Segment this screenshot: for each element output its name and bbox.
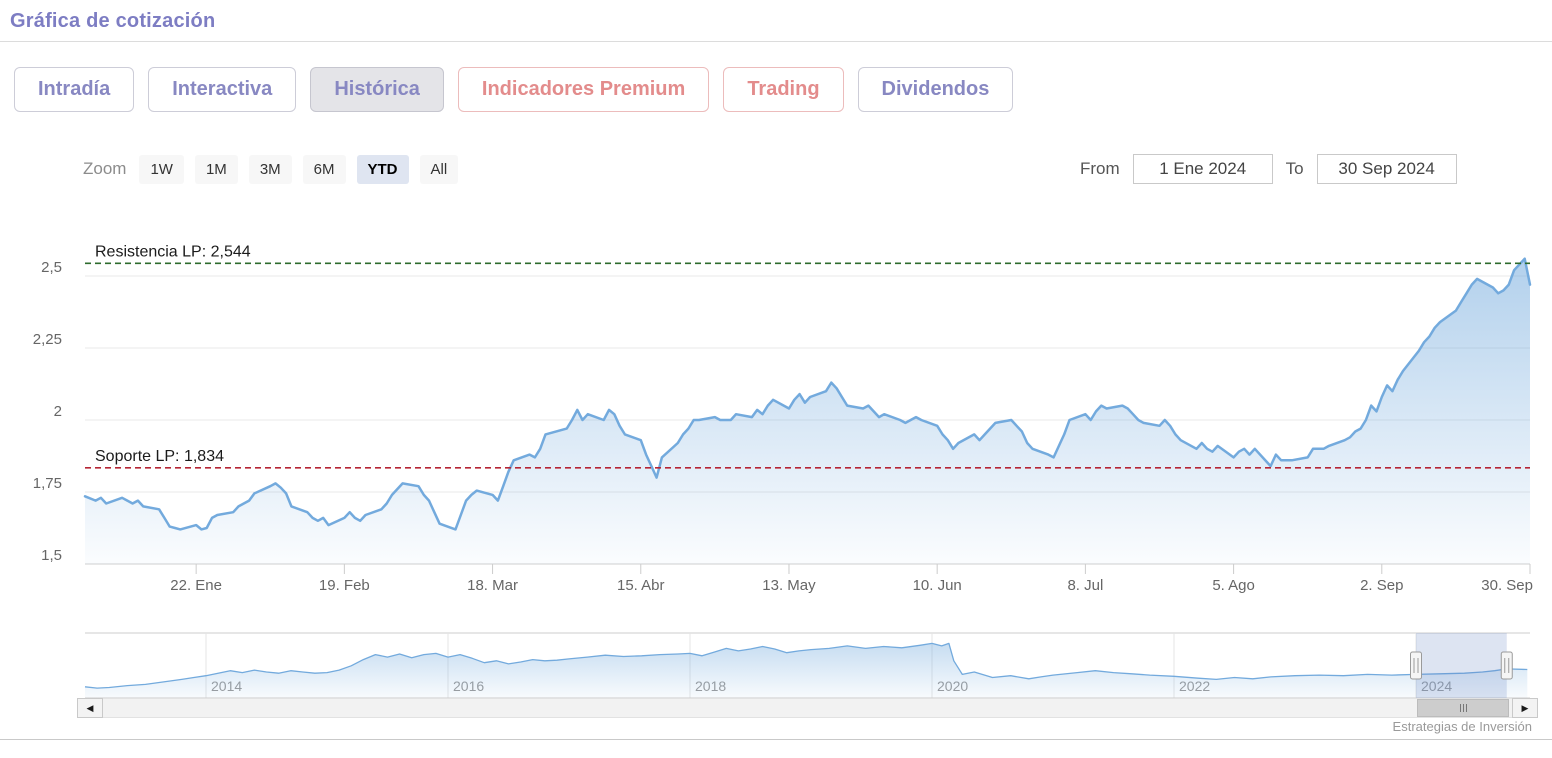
x-axis-label: 5. Ago xyxy=(1212,577,1255,594)
series-area xyxy=(85,258,1530,564)
zoom-label: Zoom xyxy=(83,159,127,178)
x-axis-label: 18. Mar xyxy=(467,577,518,594)
to-label: To xyxy=(1285,159,1304,178)
x-axis-label: 13. May xyxy=(762,577,816,594)
y-axis-label: 1,75 xyxy=(33,475,62,492)
navigator-scrollbar: ◀ ▶ xyxy=(77,698,1538,718)
to-date-input[interactable] xyxy=(1316,154,1457,184)
y-axis-label: 2 xyxy=(54,403,62,420)
support-label: Soporte LP: 1,834 xyxy=(95,448,224,465)
x-axis-label: 8. Jul xyxy=(1067,577,1103,594)
navigator-handle-right[interactable] xyxy=(1500,651,1513,680)
zoom-button-1w[interactable]: 1W xyxy=(139,154,184,184)
from-label: From xyxy=(1080,159,1120,178)
title-divider xyxy=(0,41,1552,42)
tab-interactiva[interactable]: Interactiva xyxy=(148,67,297,112)
x-axis-label: 2. Sep xyxy=(1360,577,1403,594)
range-selector: Zoom 1W 1M 3M 6M YTD All xyxy=(83,153,459,185)
y-axis-label: 2,5 xyxy=(41,259,62,276)
x-axis-label: 10. Jun xyxy=(913,577,962,594)
chart-mode-tabs: Intradía Interactiva Histórica Indicador… xyxy=(14,67,1014,112)
from-date-input[interactable] xyxy=(1132,154,1273,184)
navigator-selected-range[interactable] xyxy=(1416,633,1507,698)
zoom-button-3m[interactable]: 3M xyxy=(248,154,292,184)
chart-credits: Estrategias de Inversión xyxy=(1392,719,1532,734)
zoom-button-ytd[interactable]: YTD xyxy=(356,154,409,184)
x-axis-label: 15. Abr xyxy=(617,577,665,594)
scrollbar-left-arrow-icon[interactable]: ◀ xyxy=(77,698,103,718)
navigator-line xyxy=(84,642,1528,689)
bottom-divider xyxy=(0,739,1552,740)
date-range-inputs: From To xyxy=(1080,153,1457,185)
y-axis-label: 1,5 xyxy=(41,547,62,564)
x-axis-label: 30. Sep xyxy=(1481,577,1533,594)
tab-indicadores-premium[interactable]: Indicadores Premium xyxy=(457,67,710,112)
x-axis-label: 22. Ene xyxy=(170,577,222,594)
navigator-handle-left[interactable] xyxy=(1410,651,1422,680)
scrollbar-thumb[interactable] xyxy=(1417,699,1509,717)
navigator-area xyxy=(85,643,1528,698)
tab-historica[interactable]: Histórica xyxy=(310,67,444,112)
series-line xyxy=(83,257,1532,531)
tab-dividendos[interactable]: Dividendos xyxy=(857,67,1014,112)
zoom-button-1m[interactable]: 1M xyxy=(194,154,238,184)
tab-trading[interactable]: Trading xyxy=(723,67,844,112)
zoom-button-6m[interactable]: 6M xyxy=(302,154,346,184)
tab-intradia[interactable]: Intradía xyxy=(14,67,135,112)
scrollbar-right-arrow-icon[interactable]: ▶ xyxy=(1512,698,1538,718)
scrollbar-track[interactable] xyxy=(103,698,1512,718)
resistance-label: Resistencia LP: 2,544 xyxy=(95,243,251,260)
x-axis-label: 19. Feb xyxy=(319,577,370,594)
zoom-button-all[interactable]: All xyxy=(419,154,459,184)
y-axis-label: 2,25 xyxy=(33,331,62,348)
page-title: Gráfica de cotización xyxy=(10,10,216,32)
